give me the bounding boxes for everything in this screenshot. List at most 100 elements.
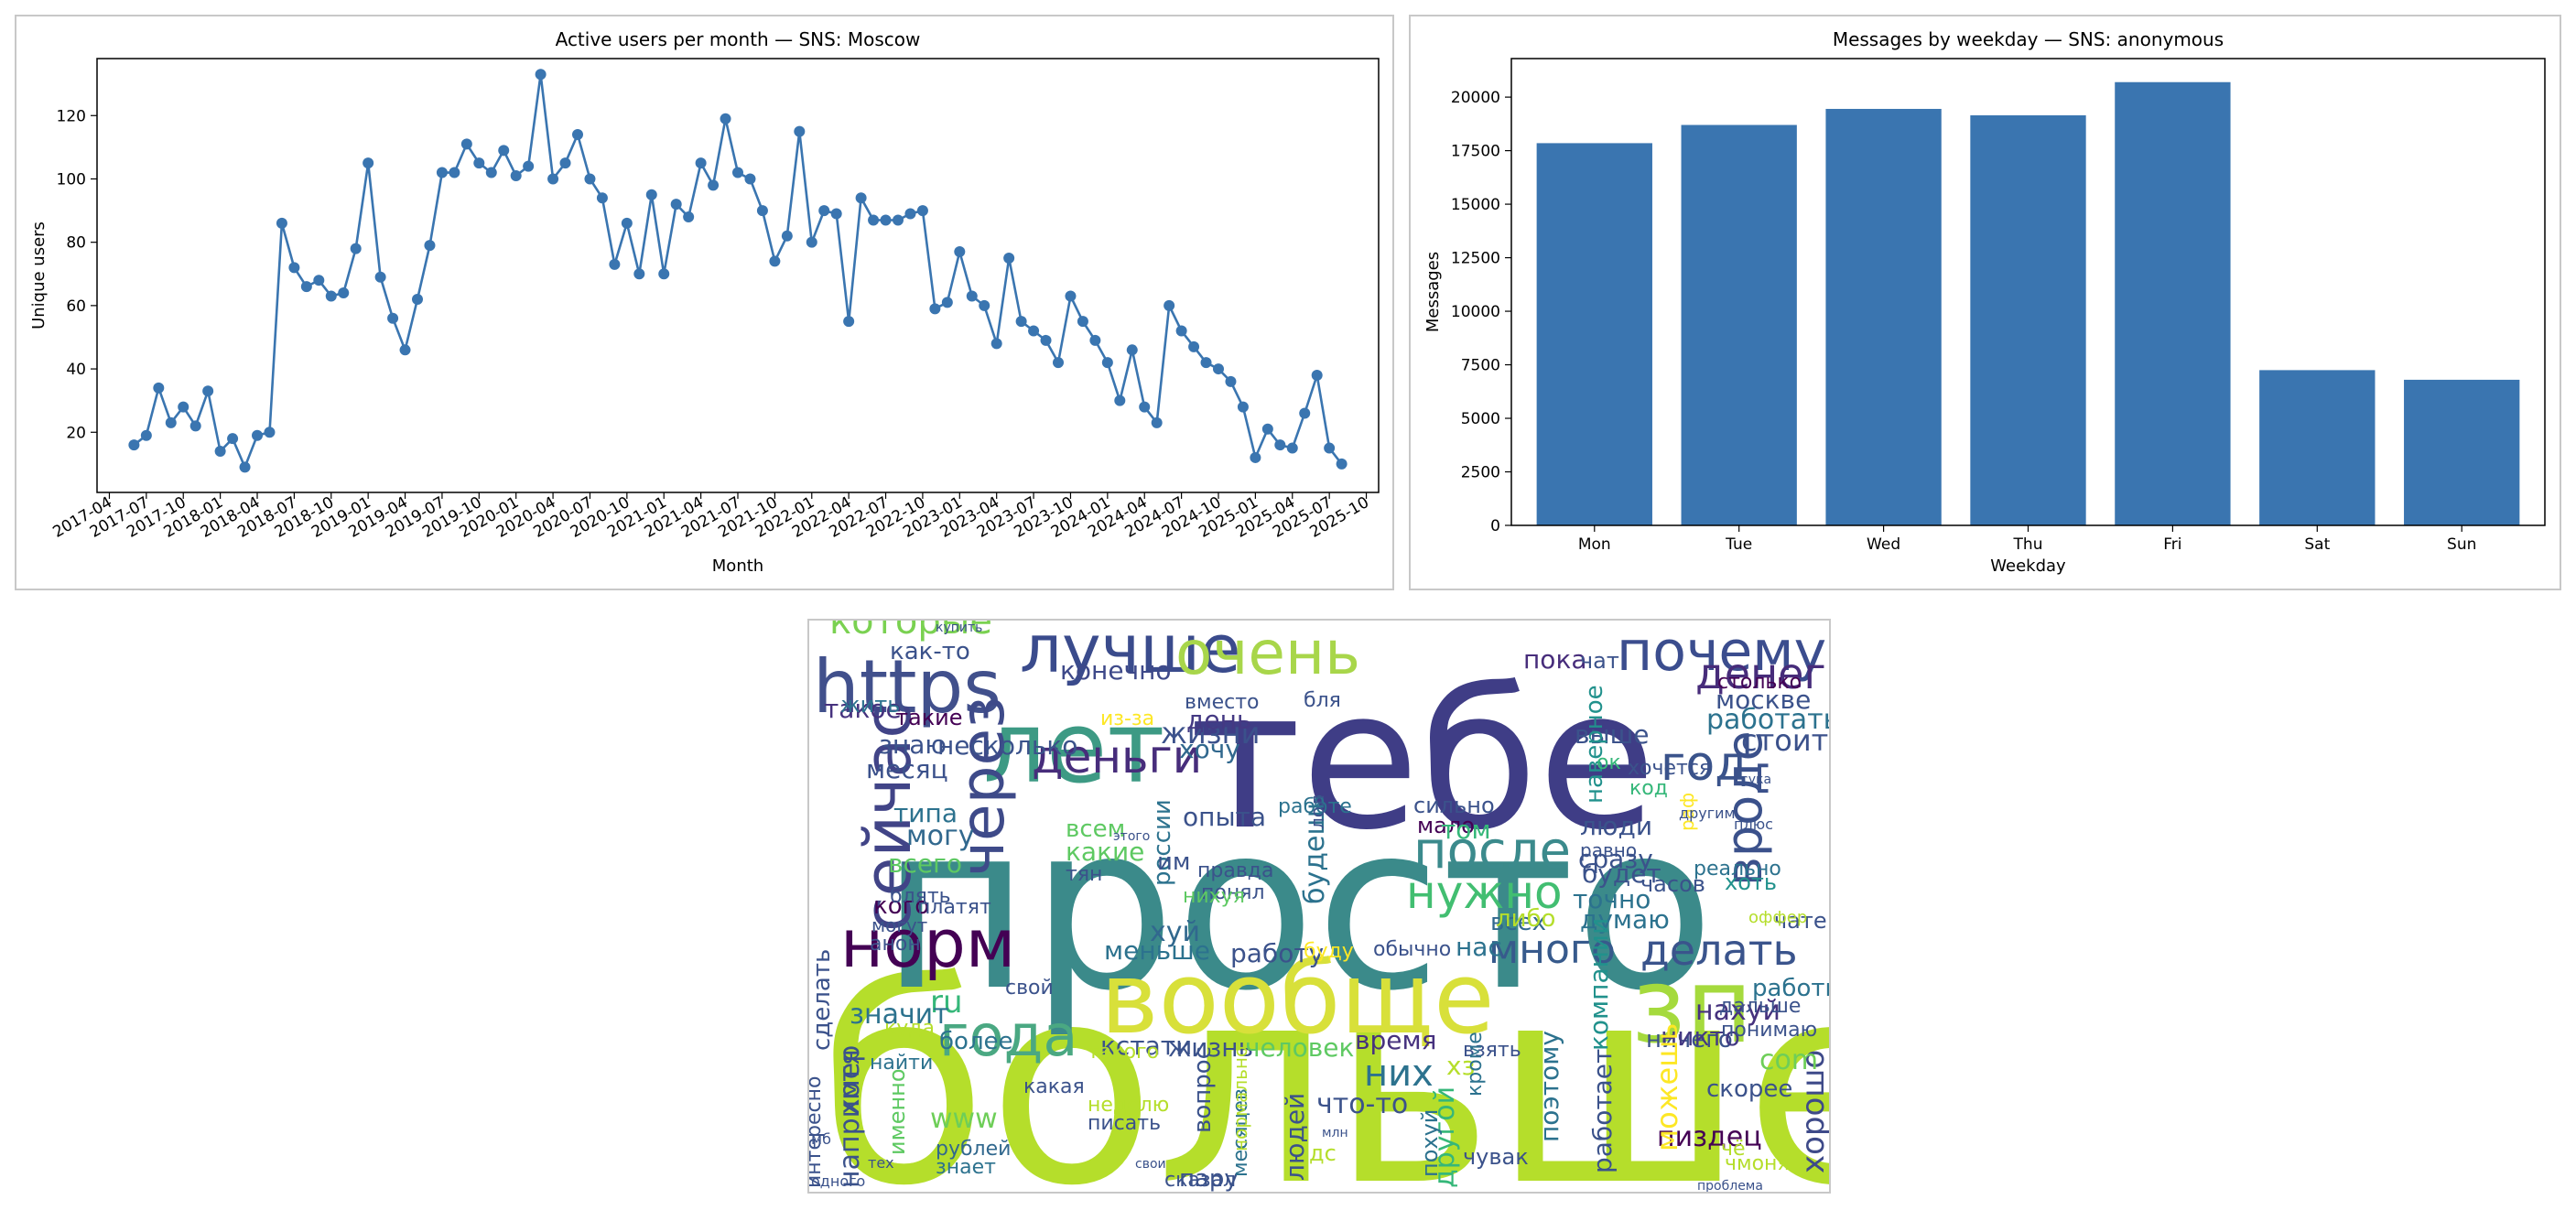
data-point [264,427,276,438]
data-point [794,125,806,137]
word-cloud-word: точно [1573,884,1651,914]
word-cloud-word: месяцев [1229,1088,1252,1177]
word-cloud-word: сразу [1578,844,1653,874]
word-cloud-word: делать [1640,925,1798,975]
word-cloud-word: зп [1631,947,1753,1066]
data-point [868,214,880,226]
word-cloud-word: ru [930,984,963,1021]
data-point [596,192,608,204]
word-cloud-word: компании [1584,918,1614,1051]
word-cloud-word: жизнь [1168,1032,1253,1063]
data-point [1299,407,1311,419]
word-cloud-word: работает [1587,1049,1618,1173]
data-point [621,217,633,229]
data-point [929,303,941,315]
word-cloud-word: знаю [879,729,947,760]
data-point [313,275,325,286]
data-point [1053,357,1064,369]
data-point [756,205,768,217]
word-cloud-word: несколько [937,730,1077,761]
data-point [239,461,251,473]
word-cloud-word: мало [1417,813,1475,838]
data-point [720,113,731,124]
word-cloud-word: скорее [1706,1075,1792,1103]
word-cloud-word: них [1364,1053,1434,1095]
word-cloud-word: никто [1661,1021,1740,1052]
word-cloud-word: www [930,1103,998,1135]
word-cloud-word: типа [893,798,958,828]
word-cloud-word: оффер [1748,908,1807,927]
word-cloud-word: лучше [1020,621,1240,687]
word-cloud-word: очень [1175,621,1360,688]
word-cloud-word: жить [840,692,900,718]
word-cloud-word: будешь [1299,794,1331,904]
data-point [1250,451,1261,463]
data-point [670,199,682,211]
data-point [276,217,287,229]
data-point [732,167,743,178]
word-cloud-word: платят [917,896,991,919]
word-cloud-word: знает [936,1156,996,1179]
data-point [609,258,621,270]
word-cloud-word: часов [1640,871,1705,897]
data-point [708,179,720,191]
word-cloud-word: хочу [1179,734,1240,764]
word-cloud-word: им [1157,848,1191,876]
word-cloud-word: равно [1580,839,1637,861]
data-point [744,173,756,185]
word-cloud-word: чё [1721,1138,1746,1161]
data-point [1261,423,1273,435]
word-cloud-word: бля [1304,689,1341,712]
word-cloud-word: com [1759,1044,1818,1076]
data-point [1101,357,1113,369]
data-point [547,173,559,185]
data-point [485,167,497,178]
word-cloud-word: работать [1706,704,1829,736]
word-cloud-word: свои [1135,1157,1166,1172]
word-cloud-word: год [1661,737,1748,792]
word-cloud-word: думаю [1580,904,1670,935]
data-point [880,214,892,226]
data-point [843,316,855,328]
word-cloud-word: млн [1322,1126,1348,1140]
data-point [781,230,793,242]
data-point [645,189,657,200]
data-point [436,167,448,178]
word-cloud-word: тян [1066,863,1102,886]
data-point [374,271,386,283]
data-point [990,338,1002,350]
word-cloud-word: анон [870,933,921,956]
data-point [1151,416,1163,428]
data-point [252,429,263,441]
word-cloud-word: какие [1066,837,1144,867]
data-point [165,416,177,428]
word-cloud-word: раф [1676,793,1698,831]
data-point [535,69,547,81]
word-cloud-word: могу [906,820,975,852]
word-cloud-word: опыта [1183,802,1266,832]
data-point [510,170,522,182]
word-cloud-word: после [1413,821,1571,881]
y-tick-label: 100 [57,170,86,189]
word-cloud-word: взять [1463,1039,1521,1062]
x-tick-label: Thu [2013,535,2043,554]
data-point [954,246,966,258]
word-cloud-word: свой [1005,977,1054,999]
word-cloud-word: похуй [1417,1109,1443,1177]
word-cloud-word: реально [1694,858,1781,881]
word-cloud-word: рублей [936,1138,1011,1161]
word-cloud-word: том [1441,815,1491,845]
word-cloud-word: пару [1179,1165,1239,1192]
chart-title: Messages by weekday — SNS: anonymous [1833,28,2224,50]
word-cloud-word: дальше [1719,995,1801,1018]
x-tick-label: Sun [2447,535,2476,554]
word-cloud-word: сделать [809,949,836,1051]
word-cloud-word: будет [1582,859,1661,889]
word-cloud-word: хуй [1150,916,1200,948]
word-cloud-word: стоит [1741,723,1828,758]
bar-wed [1825,108,1942,526]
word-cloud-word: либо [1496,905,1555,933]
word-cloud-word: из-за [1100,708,1154,730]
word-cloud-word: сказал [1164,1169,1236,1192]
word-cloud-word: писать [1088,1112,1161,1135]
